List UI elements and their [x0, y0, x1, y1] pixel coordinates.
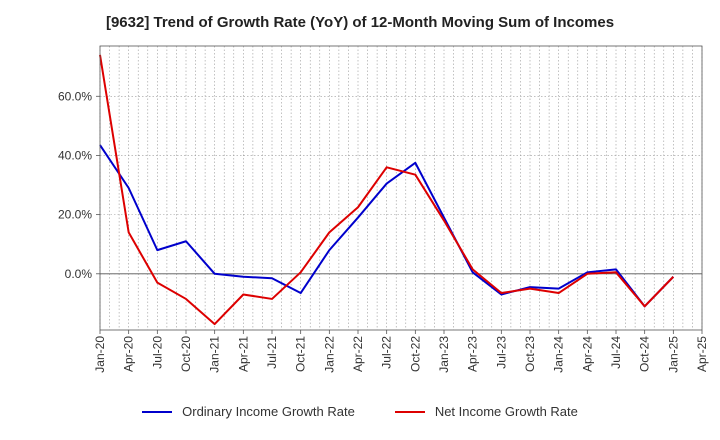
y-tick-label: 20.0% — [58, 208, 92, 222]
legend-swatch-ordinary — [142, 410, 173, 413]
x-tick-label: Apr-23 — [466, 336, 480, 372]
x-tick-label: Jul-21 — [265, 336, 279, 369]
legend: Ordinary Income Growth Rate Net Income G… — [0, 404, 720, 419]
legend-item-net: Net Income Growth Rate — [394, 404, 578, 419]
x-tick-label: Jul-23 — [494, 336, 508, 369]
x-tick-label: Oct-24 — [638, 336, 652, 372]
x-tick-label: Oct-23 — [523, 336, 537, 372]
x-tick-label: Oct-22 — [408, 336, 422, 372]
x-tick-label: Jan-21 — [208, 336, 222, 373]
x-tick-label: Apr-22 — [351, 336, 365, 372]
legend-swatch-net — [394, 410, 425, 413]
x-tick-label: Jan-22 — [322, 336, 336, 373]
x-tick-label: Jul-24 — [609, 336, 623, 369]
x-tick-label: Jan-25 — [666, 336, 680, 373]
x-tick-label: Jan-24 — [552, 336, 566, 373]
y-tick-label: 40.0% — [58, 148, 92, 162]
y-axis-ticks: 0.0% 20.0% 40.0% 60.0% — [58, 89, 100, 281]
x-axis-ticks: Jan-20 Apr-20 Jul-20 Oct-20 Jan-21 Apr-21 Jul-… — [93, 330, 709, 373]
x-tick-label: Jan-20 — [93, 336, 107, 373]
series-lines — [99, 54, 675, 326]
legend-label-ordinary: Ordinary Income Growth Rate — [182, 404, 355, 419]
chart-title: [9632] Trend of Growth Rate (YoY) of 12-… — [105, 14, 615, 31]
x-tick-label: Apr-25 — [695, 336, 709, 372]
series-line-1 — [99, 54, 675, 326]
x-tick-label: Apr-21 — [236, 336, 250, 372]
y-tick-label: 60.0% — [58, 89, 92, 103]
x-tick-label: Oct-21 — [294, 336, 308, 372]
legend-item-ordinary: Ordinary Income Growth Rate — [142, 404, 355, 419]
grid-lines — [99, 46, 703, 330]
x-tick-label: Apr-24 — [580, 336, 594, 372]
series-line-0 — [99, 144, 675, 308]
x-tick-label: Jul-22 — [380, 336, 394, 369]
y-tick-label: 0.0% — [65, 267, 93, 281]
x-tick-label: Oct-20 — [179, 336, 193, 372]
x-tick-label: Apr-20 — [122, 336, 136, 372]
plot-frame — [99, 45, 703, 331]
plot-border — [99, 45, 703, 331]
x-tick-label: Jan-23 — [437, 336, 451, 373]
legend-label-net: Net Income Growth Rate — [434, 404, 578, 419]
x-tick-label: Jul-20 — [150, 336, 164, 369]
